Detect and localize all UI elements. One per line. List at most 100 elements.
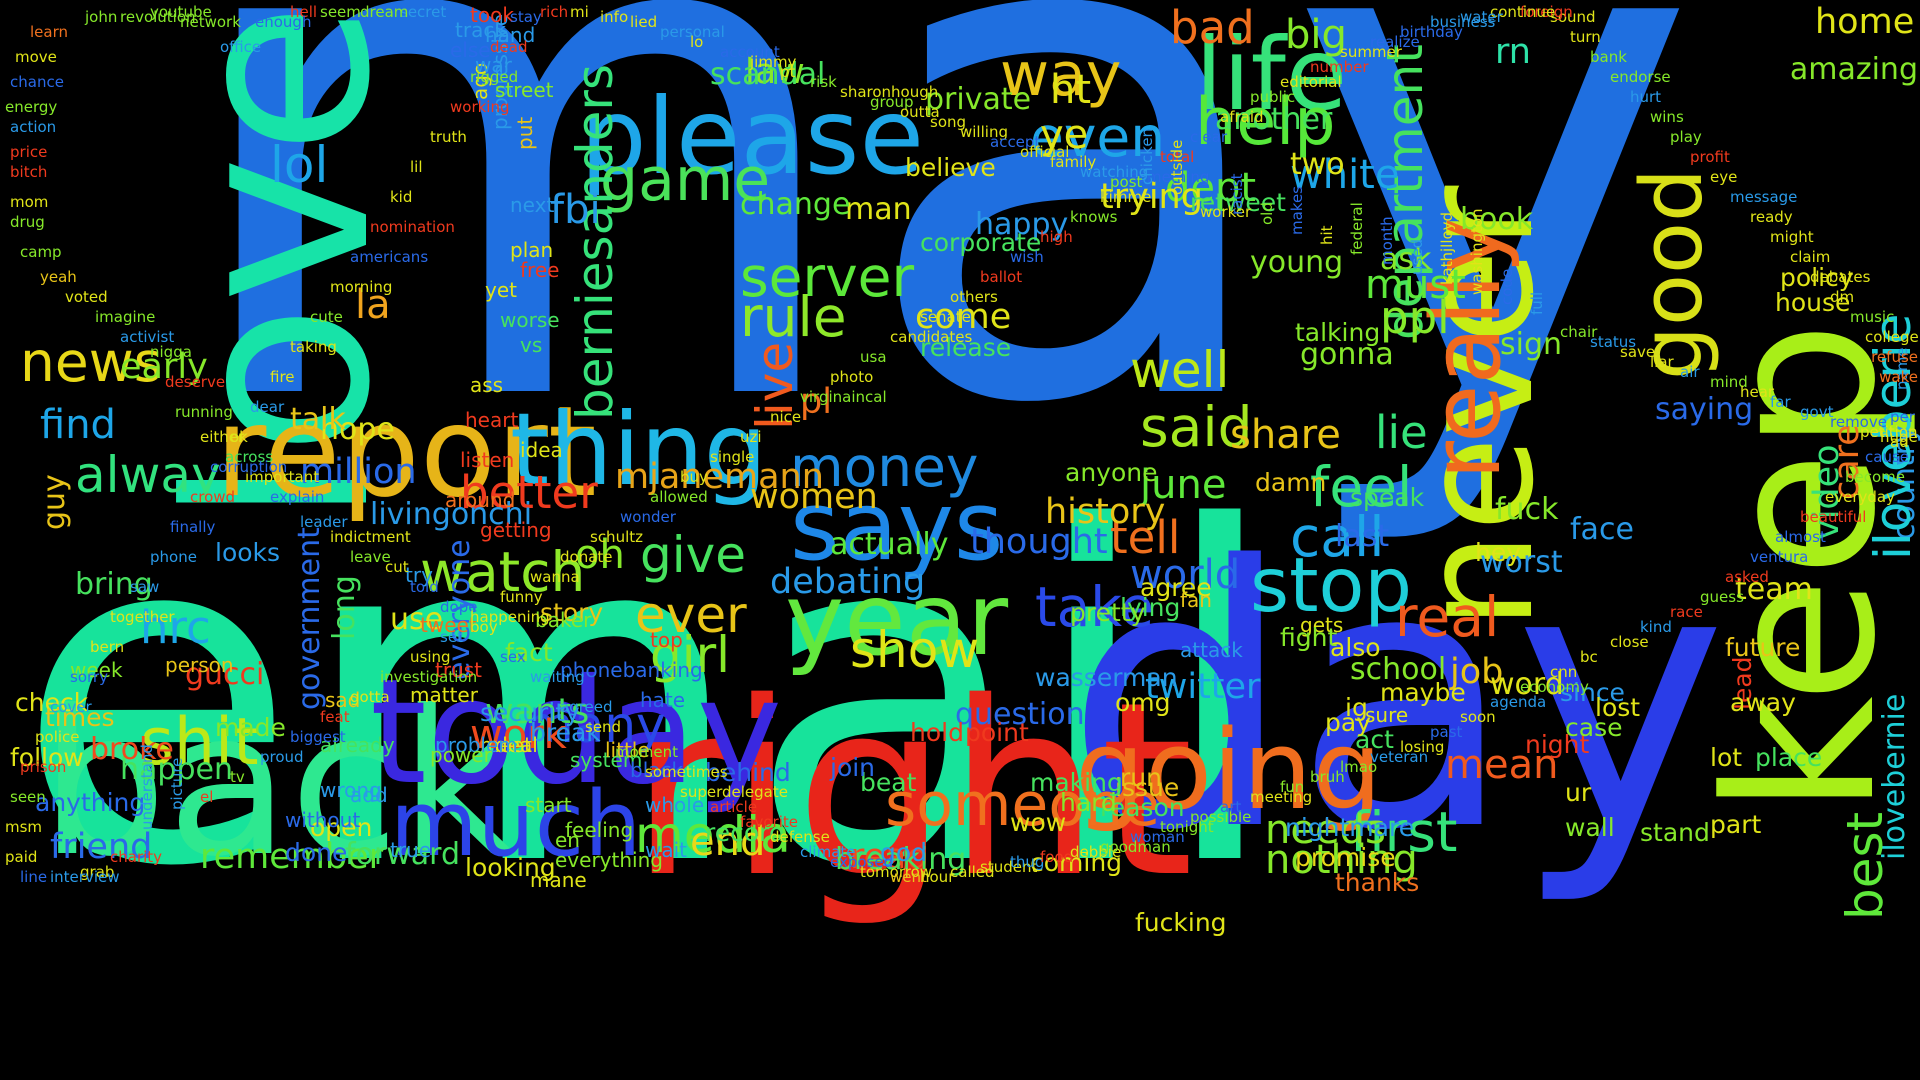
cloud-word: talk <box>290 402 346 437</box>
cloud-word: tell <box>1110 511 1181 564</box>
cloud-word: tv <box>230 768 245 786</box>
cloud-word: willing <box>960 123 1008 141</box>
cloud-word: article <box>710 798 758 816</box>
cloud-word: tonight <box>1160 818 1214 836</box>
cloud-word: pretty <box>1070 598 1146 627</box>
cloud-word: yet <box>485 278 517 302</box>
cloud-word: anything <box>35 788 146 817</box>
cloud-word: kimmel <box>1100 188 1156 206</box>
cloud-word: nightmare <box>1285 813 1415 842</box>
cloud-word: part <box>1710 810 1762 839</box>
cloud-word: much <box>390 772 642 877</box>
cloud-word: getting <box>480 518 552 542</box>
cloud-word: waiting <box>530 668 585 686</box>
cloud-word: fire <box>270 368 295 386</box>
cloud-word: hurt <box>1630 88 1662 106</box>
cloud-word: twitter <box>1145 667 1261 707</box>
cloud-word: imagine <box>95 308 156 326</box>
cloud-word: continue <box>1490 3 1556 21</box>
cloud-word: game <box>600 145 771 215</box>
cloud-word: lot <box>1710 743 1743 772</box>
cloud-word: happen <box>120 752 233 787</box>
cloud-word: away <box>1730 688 1796 717</box>
cloud-word: set <box>440 628 463 646</box>
cloud-word: claim <box>1790 248 1831 266</box>
cloud-word: worker <box>1200 203 1252 221</box>
cloud-word: jimmy <box>750 53 797 71</box>
cloud-word: rule <box>740 285 847 349</box>
cloud-word: sure <box>1365 703 1409 727</box>
cloud-word: favorite <box>740 813 798 831</box>
cloud-word: art <box>1220 798 1242 816</box>
cloud-word: check <box>15 688 89 717</box>
cloud-word: plan <box>510 238 554 262</box>
cloud-word: wish <box>1010 248 1044 266</box>
cloud-word: across <box>225 448 274 466</box>
cloud-word: back <box>40 668 516 901</box>
cloud-word: kid <box>390 188 413 206</box>
cloud-word: story <box>540 598 604 627</box>
cloud-word: bern <box>90 638 125 656</box>
cloud-word: number <box>1310 58 1369 76</box>
cloud-word: profit <box>1690 148 1730 166</box>
cloud-word: bitch <box>10 163 48 181</box>
cloud-word: since <box>1560 678 1625 707</box>
cloud-word: find <box>40 402 116 448</box>
cloud-word: ig <box>1345 693 1368 722</box>
cloud-word: happening <box>470 608 550 626</box>
cloud-word: please <box>580 76 925 198</box>
cloud-word: goodman <box>1100 838 1171 856</box>
cloud-word: ventura <box>1750 548 1809 566</box>
cloud-word: lied <box>630 13 658 31</box>
cloud-word: hrc <box>140 601 211 654</box>
cloud-word: another <box>1215 102 1333 137</box>
cloud-word: enough <box>255 13 312 31</box>
cloud-word: save <box>1620 343 1656 361</box>
cloud-word: happy <box>975 207 1069 242</box>
cloud-word: behind <box>705 758 791 787</box>
cloud-word: saying <box>1655 392 1754 427</box>
cloud-word: debates <box>1810 268 1871 286</box>
cloud-word: wonder <box>620 508 676 526</box>
cloud-word: may <box>175 0 1701 557</box>
cloud-word: wait <box>645 838 688 862</box>
cloud-word: worse <box>500 308 560 332</box>
cloud-word: livingonchi <box>370 497 533 532</box>
cloud-word: top <box>650 628 683 652</box>
cloud-word: summer <box>1340 43 1402 61</box>
cloud-word: photo <box>830 368 874 386</box>
cloud-word: accept <box>990 133 1041 151</box>
cloud-word: office <box>220 38 262 56</box>
cloud-word: call <box>1290 505 1385 569</box>
cloud-word: afraid <box>1220 108 1264 126</box>
cloud-word: lol <box>270 136 329 194</box>
cloud-word: official <box>1020 143 1070 161</box>
cloud-word: help <box>1195 85 1336 160</box>
cloud-word: made <box>215 713 286 742</box>
cloud-word: wrong <box>320 778 382 802</box>
cloud-word: superdelegate <box>680 783 788 801</box>
cloud-word: code <box>1498 268 1516 305</box>
cloud-word: person <box>165 653 234 677</box>
cloud-word: dear <box>250 398 285 416</box>
cloud-word: tweet <box>420 613 477 637</box>
cloud-word: americans <box>350 248 429 266</box>
cloud-word: street <box>495 78 554 102</box>
cloud-word: line <box>20 868 48 886</box>
cloud-word: gets <box>1300 613 1344 637</box>
cloud-word: remember <box>200 837 384 877</box>
cloud-word: economy <box>1520 678 1589 696</box>
cloud-word: single <box>710 448 755 466</box>
cloud-word: something <box>1130 168 1210 186</box>
cloud-word: account <box>720 43 780 61</box>
cloud-word: watch <box>420 540 586 604</box>
cloud-word: far <box>1770 393 1791 411</box>
cloud-word: move <box>15 48 57 66</box>
cloud-word: fact <box>505 638 553 667</box>
cloud-word: candidates <box>890 328 973 346</box>
cloud-word: trying <box>1100 177 1203 217</box>
cloud-word: turn <box>1570 28 1601 46</box>
cloud-word: almost <box>1775 528 1826 546</box>
cloud-word: total <box>1160 148 1195 166</box>
